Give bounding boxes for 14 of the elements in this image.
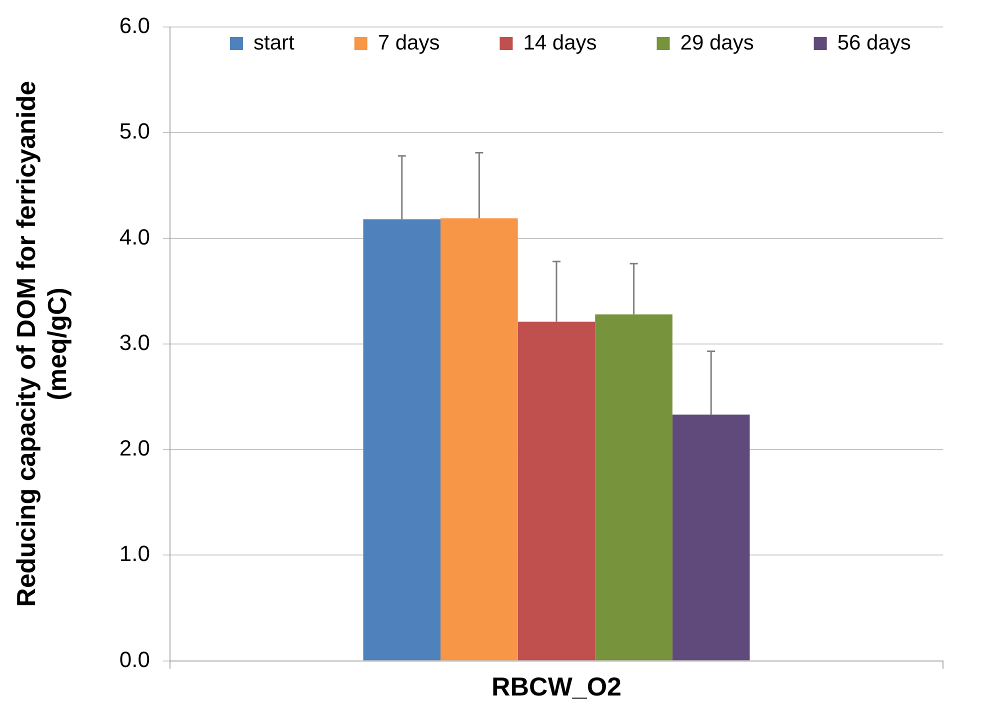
legend-label: 7 days (378, 31, 440, 54)
y-tick-label: 3.0 (119, 330, 150, 355)
y-tick-label: 5.0 (119, 118, 150, 144)
legend-label: 29 days (680, 31, 754, 54)
y-tick-label: 6.0 (119, 13, 150, 38)
y-tick-label: 0.0 (119, 646, 150, 672)
y-axis-title: Reducing capacity of DOM for ferricyanide (meq/gC) (10, 80, 72, 607)
y-tick-label: 1.0 (119, 541, 150, 566)
y-tick-label: 2.0 (119, 436, 150, 461)
legend-label: 56 days (837, 31, 911, 54)
legend-label: start (254, 31, 295, 54)
y-tick-label: 4.0 (119, 224, 150, 250)
x-tick-label: RBCW_O2 (491, 672, 622, 702)
legend-label: 14 days (523, 31, 597, 54)
